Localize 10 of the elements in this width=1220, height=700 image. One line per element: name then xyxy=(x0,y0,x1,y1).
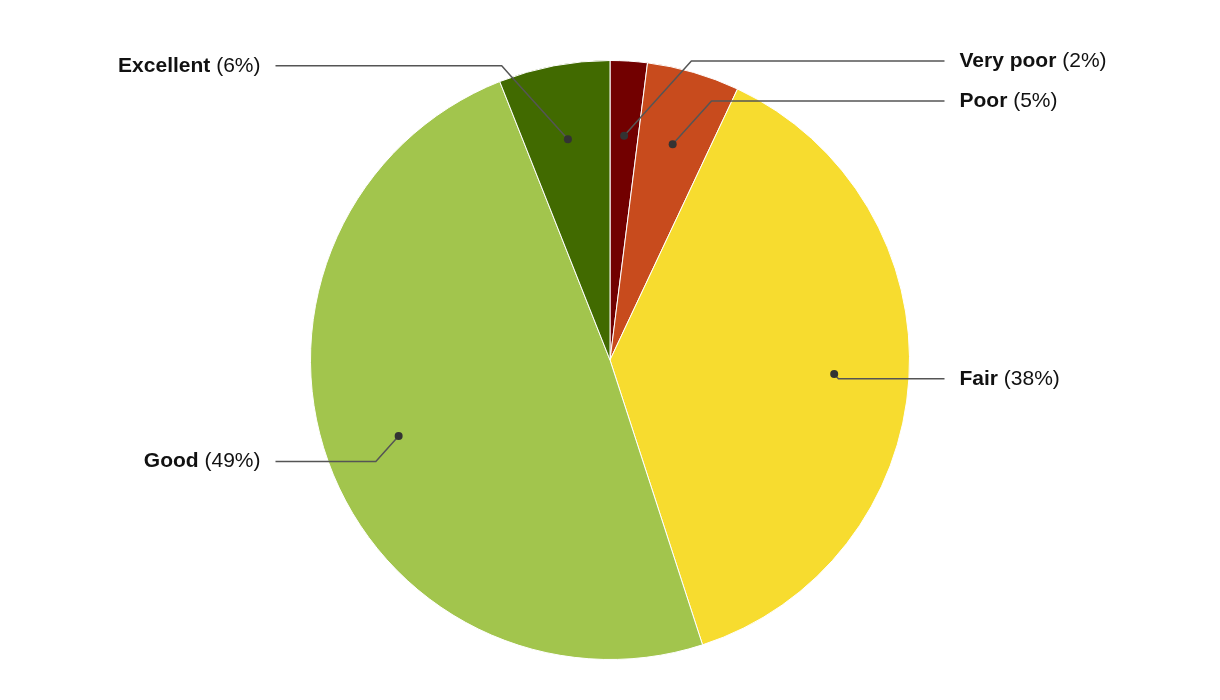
data-label: (5%) xyxy=(1007,87,1058,111)
slice-label: Poor xyxy=(959,87,1008,111)
data-label: (2%) xyxy=(1056,47,1107,71)
data-label: (49%) xyxy=(198,448,261,472)
slice-label: Good xyxy=(143,448,199,472)
slice-label: Fair xyxy=(959,365,999,389)
data-label: (38%) xyxy=(998,365,1060,389)
data-label: (6%) xyxy=(210,52,261,76)
slice-label: Excellent xyxy=(118,52,211,76)
slice-label: Very poor xyxy=(959,47,1057,71)
